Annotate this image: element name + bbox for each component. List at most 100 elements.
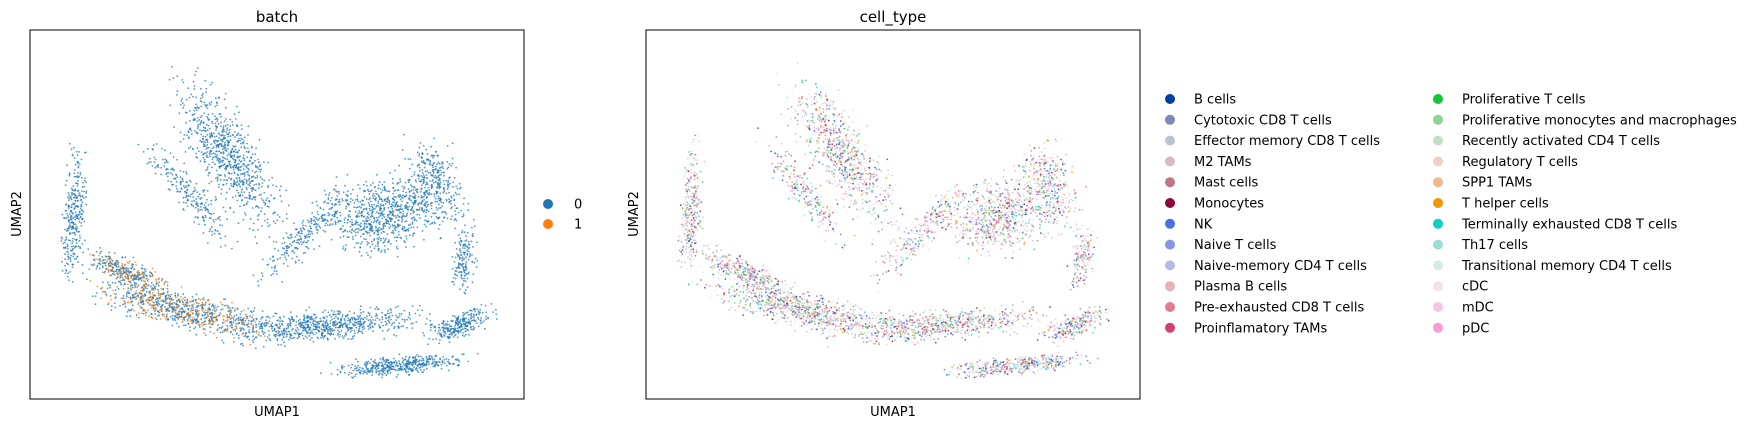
batch-point [441, 336, 444, 339]
batch-point [66, 212, 69, 215]
batch-point [349, 321, 352, 324]
batch-point [327, 311, 330, 314]
batch-point [461, 256, 464, 259]
batch-point [316, 323, 319, 326]
batch-point [324, 224, 327, 227]
batch-point [169, 316, 172, 318]
batch-point [185, 192, 188, 195]
batch-point [337, 329, 339, 332]
batch-point [248, 331, 251, 334]
batch-point [467, 318, 470, 321]
batch-point [244, 196, 247, 199]
batch-point [248, 326, 251, 328]
batch-point [79, 171, 82, 174]
batch-point [63, 217, 66, 220]
batch-point [343, 335, 346, 337]
batch-point [422, 145, 425, 147]
batch-point [461, 318, 464, 321]
batch-point [474, 310, 477, 313]
batch-point [222, 183, 225, 186]
batch-point [206, 168, 209, 171]
batch-point [373, 203, 375, 206]
batch-point [445, 358, 448, 360]
batch-point [312, 313, 315, 316]
batch-point [346, 324, 348, 326]
batch-point [295, 324, 297, 327]
batch-point [205, 138, 207, 141]
batch-point [377, 308, 380, 310]
batch-point [176, 75, 179, 77]
batch-point [380, 232, 383, 234]
batch-point [187, 322, 190, 325]
batch-point [116, 285, 119, 288]
batch-point [470, 328, 473, 331]
batch-point [446, 320, 449, 323]
batch-point [456, 253, 458, 255]
batch-point [315, 218, 318, 221]
batch-point [395, 240, 398, 242]
batch-point [458, 193, 461, 196]
batch-point [349, 216, 351, 218]
batch-point [233, 315, 236, 317]
batch-point [392, 368, 395, 371]
batch-point [234, 131, 236, 133]
batch-point [438, 224, 441, 226]
batch-point [225, 139, 228, 142]
batch-point [65, 217, 68, 220]
batch-point [359, 229, 361, 232]
batch-point [285, 247, 288, 250]
batch-point [376, 230, 379, 233]
batch-point [399, 211, 401, 214]
batch-point [82, 211, 85, 213]
batch-point [459, 320, 462, 322]
batch-point [196, 318, 198, 321]
batch-point [74, 163, 77, 166]
batch-point [226, 165, 229, 168]
batch-point [366, 241, 369, 243]
batch-point [279, 316, 281, 319]
batch-point [359, 225, 362, 228]
batch-point [495, 308, 497, 311]
batch-point [421, 365, 424, 368]
batch-point [305, 245, 307, 248]
batch-point [444, 211, 447, 214]
batch-point [237, 163, 240, 165]
batch-point [209, 315, 212, 318]
batch-point [274, 312, 277, 315]
batch-point [458, 182, 461, 185]
batch-point [358, 215, 360, 218]
batch-point [142, 300, 145, 303]
batch-point [260, 278, 263, 281]
batch-point [390, 311, 393, 314]
batch-point [424, 162, 427, 165]
batch-point [407, 227, 410, 230]
batch-point [164, 149, 166, 152]
batch-point [306, 241, 308, 244]
batch-point [397, 208, 400, 211]
batch-point [360, 255, 363, 257]
batch-point [403, 186, 406, 189]
batch-point [301, 261, 304, 264]
batch-point [122, 295, 125, 297]
batch-point [71, 240, 74, 243]
batch-point [71, 211, 74, 214]
batch-point [290, 233, 293, 236]
batch-point [317, 219, 319, 222]
batch-point [201, 301, 204, 304]
batch-point [224, 163, 226, 166]
batch-point [467, 202, 470, 205]
batch-point [422, 196, 425, 198]
batch-point [190, 193, 192, 196]
batch-point [201, 307, 203, 310]
batch-point [459, 330, 462, 333]
batch-point [381, 368, 383, 371]
batch-point [232, 321, 235, 324]
batch-point [369, 362, 371, 365]
batch-point [77, 165, 80, 168]
batch-point [114, 306, 117, 309]
batch-point [352, 369, 355, 372]
batch-point [302, 337, 305, 340]
batch-point [155, 282, 158, 284]
batch-point [401, 318, 404, 321]
batch-point [439, 192, 442, 195]
